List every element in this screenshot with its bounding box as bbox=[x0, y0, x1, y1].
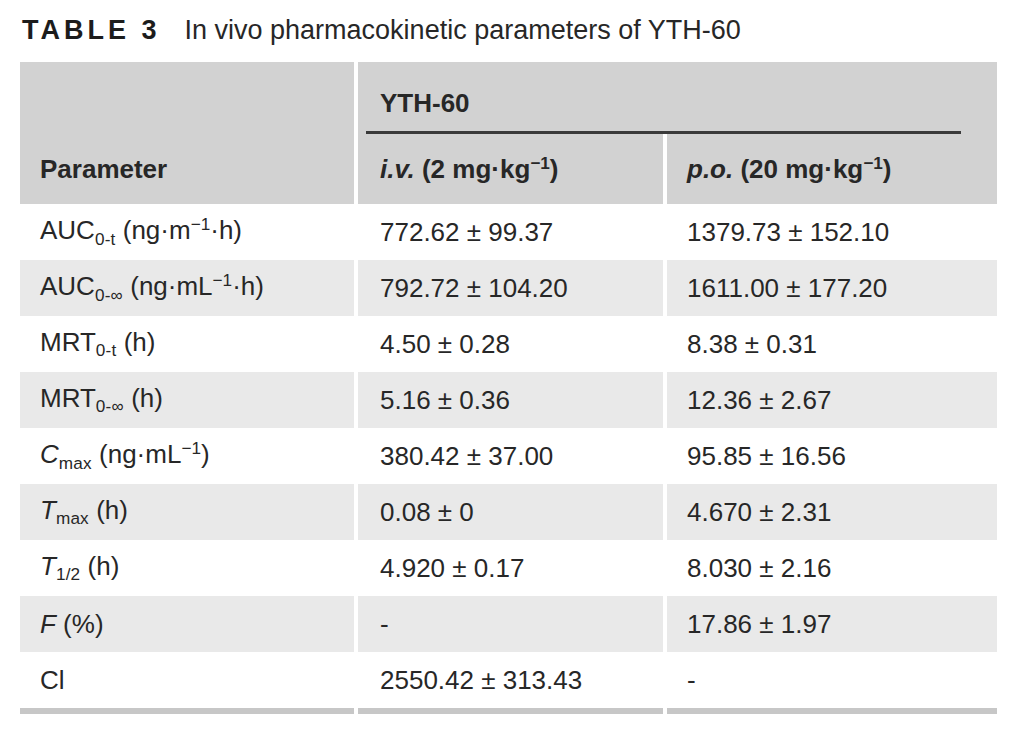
param-cell: Cmax (ng·mL−1) bbox=[20, 428, 354, 484]
text-segment: max bbox=[56, 508, 89, 528]
param-cell: MRT0-∞ (h) bbox=[20, 372, 354, 428]
group-header-spacer-cell bbox=[20, 62, 354, 134]
text-segment: −1 bbox=[213, 270, 233, 290]
table-row: Tmax (h)0.08 ± 04.670 ± 2.31 bbox=[20, 484, 997, 540]
text-segment: (h) bbox=[124, 383, 163, 413]
text-segment: 0-∞ bbox=[96, 396, 124, 416]
text-segment: F bbox=[40, 609, 56, 639]
table-row: T1/2 (h)4.920 ± 0.178.030 ± 2.16 bbox=[20, 540, 997, 596]
text-segment: (ng·m bbox=[116, 216, 191, 246]
text-segment: (h) bbox=[116, 327, 155, 357]
text-segment: T bbox=[40, 551, 56, 581]
pk-table: YTH-60 Parameter i.v. (2 mg·kg−1) p.o. (… bbox=[16, 62, 1001, 714]
po-value-cell: 12.36 ± 2.67 bbox=[667, 372, 997, 428]
table-body: AUC0-t (ng·m−1·h)772.62 ± 99.371379.73 ±… bbox=[20, 204, 997, 714]
column-header-po: p.o. (20 mg·kg−1) bbox=[667, 134, 997, 204]
po-value-cell: 1611.00 ± 177.20 bbox=[667, 260, 997, 316]
text-segment: (ng·mL bbox=[123, 272, 213, 302]
param-cell: F (%) bbox=[20, 596, 354, 652]
param-cell: AUC0-t (ng·m−1·h) bbox=[20, 204, 354, 260]
text-segment: 0-∞ bbox=[95, 285, 123, 305]
text-segment: −1 bbox=[530, 153, 550, 173]
param-cell: Tmax (h) bbox=[20, 484, 354, 540]
param-cell: MRT0-t (h) bbox=[20, 316, 354, 372]
text-segment: −1 bbox=[863, 153, 883, 173]
column-header-iv: i.v. (2 mg·kg−1) bbox=[358, 134, 663, 204]
text-segment: AUC bbox=[40, 216, 95, 246]
iv-value-cell: 2550.42 ± 313.43 bbox=[358, 652, 663, 714]
table-row: F (%)-17.86 ± 1.97 bbox=[20, 596, 997, 652]
text-segment: ·h) bbox=[210, 216, 242, 246]
iv-value-cell: 0.08 ± 0 bbox=[358, 484, 663, 540]
text-segment: (2 mg·kg bbox=[415, 154, 531, 184]
table-row: AUC0-∞ (ng·mL−1·h)792.72 ± 104.201611.00… bbox=[20, 260, 997, 316]
text-segment: Cl bbox=[40, 665, 65, 695]
iv-value-cell: 792.72 ± 104.20 bbox=[358, 260, 663, 316]
text-segment: Parameter bbox=[40, 154, 167, 184]
caption-text: In vivo pharmacokinetic parameters of YT… bbox=[185, 15, 741, 45]
table-row: Cl 2550.42 ± 313.43- bbox=[20, 652, 997, 714]
table-row: MRT0-t (h)4.50 ± 0.288.38 ± 0.31 bbox=[20, 316, 997, 372]
table-header: YTH-60 Parameter i.v. (2 mg·kg−1) p.o. (… bbox=[20, 62, 997, 204]
po-value-cell: 8.38 ± 0.31 bbox=[667, 316, 997, 372]
param-cell: Cl bbox=[20, 652, 354, 714]
iv-value-cell: 4.50 ± 0.28 bbox=[358, 316, 663, 372]
po-value-cell: - bbox=[667, 652, 997, 714]
text-segment: 0-t bbox=[95, 229, 116, 249]
caption-label: TABLE 3 bbox=[22, 15, 161, 45]
table-row: AUC0-t (ng·m−1·h)772.62 ± 99.371379.73 ±… bbox=[20, 204, 997, 260]
table-row: Cmax (ng·mL−1)380.42 ± 37.0095.85 ± 16.5… bbox=[20, 428, 997, 484]
group-header-cell: YTH-60 bbox=[358, 62, 997, 134]
iv-value-cell: 4.920 ± 0.17 bbox=[358, 540, 663, 596]
text-segment: ) bbox=[201, 440, 210, 470]
text-segment: p.o. bbox=[687, 154, 733, 184]
table-caption: TABLE 3 In vivo pharmacokinetic parameter… bbox=[22, 14, 1019, 46]
po-value-cell: 17.86 ± 1.97 bbox=[667, 596, 997, 652]
po-value-cell: 8.030 ± 2.16 bbox=[667, 540, 997, 596]
column-header-parameter: Parameter bbox=[20, 134, 354, 204]
text-segment: MRT bbox=[40, 383, 96, 413]
table-row: MRT0-∞ (h)5.16 ± 0.3612.36 ± 2.67 bbox=[20, 372, 997, 428]
text-segment: ) bbox=[550, 154, 559, 184]
iv-value-cell: 5.16 ± 0.36 bbox=[358, 372, 663, 428]
text-segment: (ng·mL bbox=[92, 440, 182, 470]
iv-value-cell: 772.62 ± 99.37 bbox=[358, 204, 663, 260]
group-header-label: YTH-60 bbox=[358, 64, 997, 131]
text-segment: MRT bbox=[40, 327, 96, 357]
text-segment: (20 mg·kg bbox=[733, 154, 863, 184]
text-segment: i.v. bbox=[380, 154, 415, 184]
text-segment: 1/2 bbox=[56, 564, 80, 584]
text-segment: ) bbox=[883, 154, 892, 184]
iv-value-cell: 380.42 ± 37.00 bbox=[358, 428, 663, 484]
text-segment: (%) bbox=[56, 609, 104, 639]
po-value-cell: 1379.73 ± 152.10 bbox=[667, 204, 997, 260]
text-segment: T bbox=[40, 495, 56, 525]
text-segment: max bbox=[59, 453, 92, 473]
text-segment: −1 bbox=[181, 438, 201, 458]
param-cell: AUC0-∞ (ng·mL−1·h) bbox=[20, 260, 354, 316]
text-segment: C bbox=[40, 440, 59, 470]
text-segment: 0-t bbox=[96, 340, 117, 360]
text-segment: −1 bbox=[191, 214, 211, 234]
iv-value-cell: - bbox=[358, 596, 663, 652]
po-value-cell: 95.85 ± 16.56 bbox=[667, 428, 997, 484]
column-header-row: Parameter i.v. (2 mg·kg−1) p.o. (20 mg·k… bbox=[20, 134, 997, 204]
text-segment: (h) bbox=[89, 495, 128, 525]
po-value-cell: 4.670 ± 2.31 bbox=[667, 484, 997, 540]
group-header-row: YTH-60 bbox=[20, 62, 997, 134]
text-segment: ·h) bbox=[232, 272, 264, 302]
text-segment: (h) bbox=[80, 551, 119, 581]
param-cell: T1/2 (h) bbox=[20, 540, 354, 596]
text-segment: AUC bbox=[40, 272, 95, 302]
